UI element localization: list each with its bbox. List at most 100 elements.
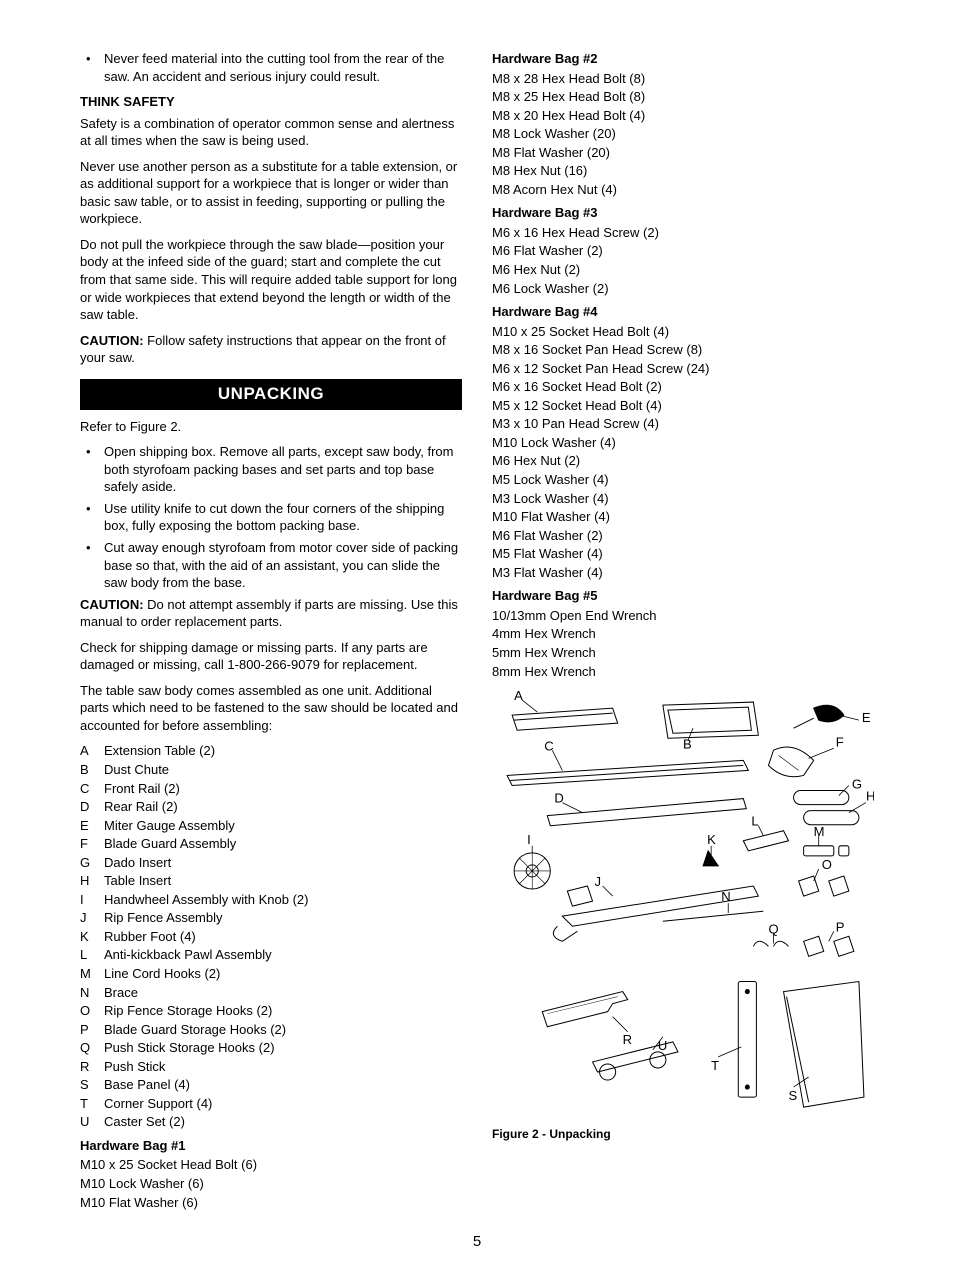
part-desc: Table Insert (104, 872, 462, 890)
hw-bag-5-list: 10/13mm Open End Wrench4mm Hex Wrench5mm… (492, 607, 874, 680)
hw-item: 5mm Hex Wrench (492, 644, 874, 662)
part-desc: Base Panel (4) (104, 1076, 462, 1094)
hw-item: M8 x 20 Hex Head Bolt (4) (492, 107, 874, 125)
think-safety-para: Do not pull the workpiece through the sa… (80, 236, 462, 324)
part-desc: Caster Set (2) (104, 1113, 462, 1131)
svg-text:R: R (623, 1032, 632, 1047)
hw-item: M5 Flat Washer (4) (492, 545, 874, 563)
part-desc: Dust Chute (104, 761, 462, 779)
hw-item: M8 x 28 Hex Head Bolt (8) (492, 70, 874, 88)
unpack-bullet: •Use utility knife to cut down the four … (80, 500, 462, 535)
part-letter: A (80, 742, 104, 760)
hw-bag-2-head: Hardware Bag #2 (492, 50, 874, 68)
hw-item: M6 Hex Nut (2) (492, 261, 874, 279)
hw-item: M8 x 16 Socket Pan Head Screw (8) (492, 341, 874, 359)
parts-row: IHandwheel Assembly with Knob (2) (80, 891, 462, 909)
hw-item: M3 Lock Washer (4) (492, 490, 874, 508)
part-letter: B (80, 761, 104, 779)
hw-item: M6 x 12 Socket Pan Head Screw (24) (492, 360, 874, 378)
right-column: Hardware Bag #2 M8 x 28 Hex Head Bolt (8… (492, 50, 874, 1212)
figure-caption: Figure 2 - Unpacking (492, 1126, 874, 1142)
part-desc: Dado Insert (104, 854, 462, 872)
parts-row: CFront Rail (2) (80, 780, 462, 798)
part-letter: O (80, 1002, 104, 1020)
parts-list: AExtension Table (2)BDust ChuteCFront Ra… (80, 742, 462, 1130)
part-letter: E (80, 817, 104, 835)
safety-bullet: • Never feed material into the cutting t… (80, 50, 462, 85)
left-column: • Never feed material into the cutting t… (80, 50, 462, 1212)
svg-text:I: I (527, 832, 531, 847)
hw-item: M10 x 25 Socket Head Bolt (4) (492, 323, 874, 341)
bullet-text: Open shipping box. Remove all parts, exc… (104, 443, 462, 496)
svg-text:U: U (658, 1038, 667, 1053)
hw-bag-2-list: M8 x 28 Hex Head Bolt (8)M8 x 25 Hex Hea… (492, 70, 874, 199)
part-letter: Q (80, 1039, 104, 1057)
svg-text:C: C (544, 738, 553, 753)
hw-item: M10 Flat Washer (4) (492, 508, 874, 526)
part-letter: N (80, 984, 104, 1002)
part-letter: G (80, 854, 104, 872)
parts-row: HTable Insert (80, 872, 462, 890)
part-letter: U (80, 1113, 104, 1131)
svg-text:M: M (814, 824, 825, 839)
svg-text:A: A (514, 690, 523, 703)
parts-row: AExtension Table (2) (80, 742, 462, 760)
bullet-dot: • (80, 50, 104, 85)
hw-item: M6 x 16 Hex Head Screw (2) (492, 224, 874, 242)
bullet-text: Never feed material into the cutting too… (104, 50, 462, 85)
parts-row: LAnti-kickback Pawl Assembly (80, 946, 462, 964)
hw-bag-3-head: Hardware Bag #3 (492, 204, 874, 222)
hw-item: 8mm Hex Wrench (492, 663, 874, 681)
part-letter: J (80, 909, 104, 927)
svg-text:E: E (862, 710, 871, 725)
part-desc: Push Stick (104, 1058, 462, 1076)
hw-bag-3-list: M6 x 16 Hex Head Screw (2)M6 Flat Washer… (492, 224, 874, 297)
part-desc: Brace (104, 984, 462, 1002)
hw-bag-1-list: M10 x 25 Socket Head Bolt (6)M10 Lock Wa… (80, 1156, 462, 1211)
parts-row: KRubber Foot (4) (80, 928, 462, 946)
part-letter: P (80, 1021, 104, 1039)
check-shipping: Check for shipping damage or missing par… (80, 639, 462, 674)
svg-text:O: O (822, 857, 832, 872)
hw-item: M8 Lock Washer (20) (492, 125, 874, 143)
hw-item: M8 Acorn Hex Nut (4) (492, 181, 874, 199)
svg-text:L: L (751, 814, 758, 829)
part-desc: Handwheel Assembly with Knob (2) (104, 891, 462, 909)
parts-row: QPush Stick Storage Hooks (2) (80, 1039, 462, 1057)
parts-row: BDust Chute (80, 761, 462, 779)
hw-bag-4-list: M10 x 25 Socket Head Bolt (4)M8 x 16 Soc… (492, 323, 874, 582)
parts-row: FBlade Guard Assembly (80, 835, 462, 853)
refer-line: Refer to Figure 2. (80, 418, 462, 436)
parts-row: MLine Cord Hooks (2) (80, 965, 462, 983)
hw-item: M3 x 10 Pan Head Screw (4) (492, 415, 874, 433)
part-desc: Blade Guard Storage Hooks (2) (104, 1021, 462, 1039)
part-letter: K (80, 928, 104, 946)
svg-text:Q: Q (768, 921, 778, 936)
caution-label: CAUTION: (80, 597, 144, 612)
hw-item: M5 Lock Washer (4) (492, 471, 874, 489)
hw-item: M6 x 16 Socket Head Bolt (2) (492, 378, 874, 396)
part-desc: Blade Guard Assembly (104, 835, 462, 853)
svg-text:S: S (789, 1088, 798, 1103)
svg-text:T: T (711, 1058, 719, 1073)
parts-row: NBrace (80, 984, 462, 1002)
bullet-text: Cut away enough styrofoam from motor cov… (104, 539, 462, 592)
svg-text:J: J (595, 874, 602, 889)
hw-item: M8 Hex Nut (16) (492, 162, 874, 180)
svg-text:K: K (707, 832, 716, 847)
part-desc: Push Stick Storage Hooks (2) (104, 1039, 462, 1057)
hw-item: M6 Hex Nut (2) (492, 452, 874, 470)
part-letter: F (80, 835, 104, 853)
part-letter: L (80, 946, 104, 964)
part-letter: D (80, 798, 104, 816)
parts-row: JRip Fence Assembly (80, 909, 462, 927)
svg-text:F: F (836, 734, 844, 749)
unpack-bullet: •Cut away enough styrofoam from motor co… (80, 539, 462, 592)
caution-2: CAUTION: Do not attempt assembly if part… (80, 596, 462, 631)
hw-item: M6 Flat Washer (2) (492, 242, 874, 260)
svg-text:P: P (836, 919, 845, 934)
figure-2: A B C E F G H D I K L M J N O Q P (492, 690, 874, 1142)
hw-item: M8 Flat Washer (20) (492, 144, 874, 162)
svg-text:G: G (852, 777, 862, 792)
parts-row: ORip Fence Storage Hooks (2) (80, 1002, 462, 1020)
